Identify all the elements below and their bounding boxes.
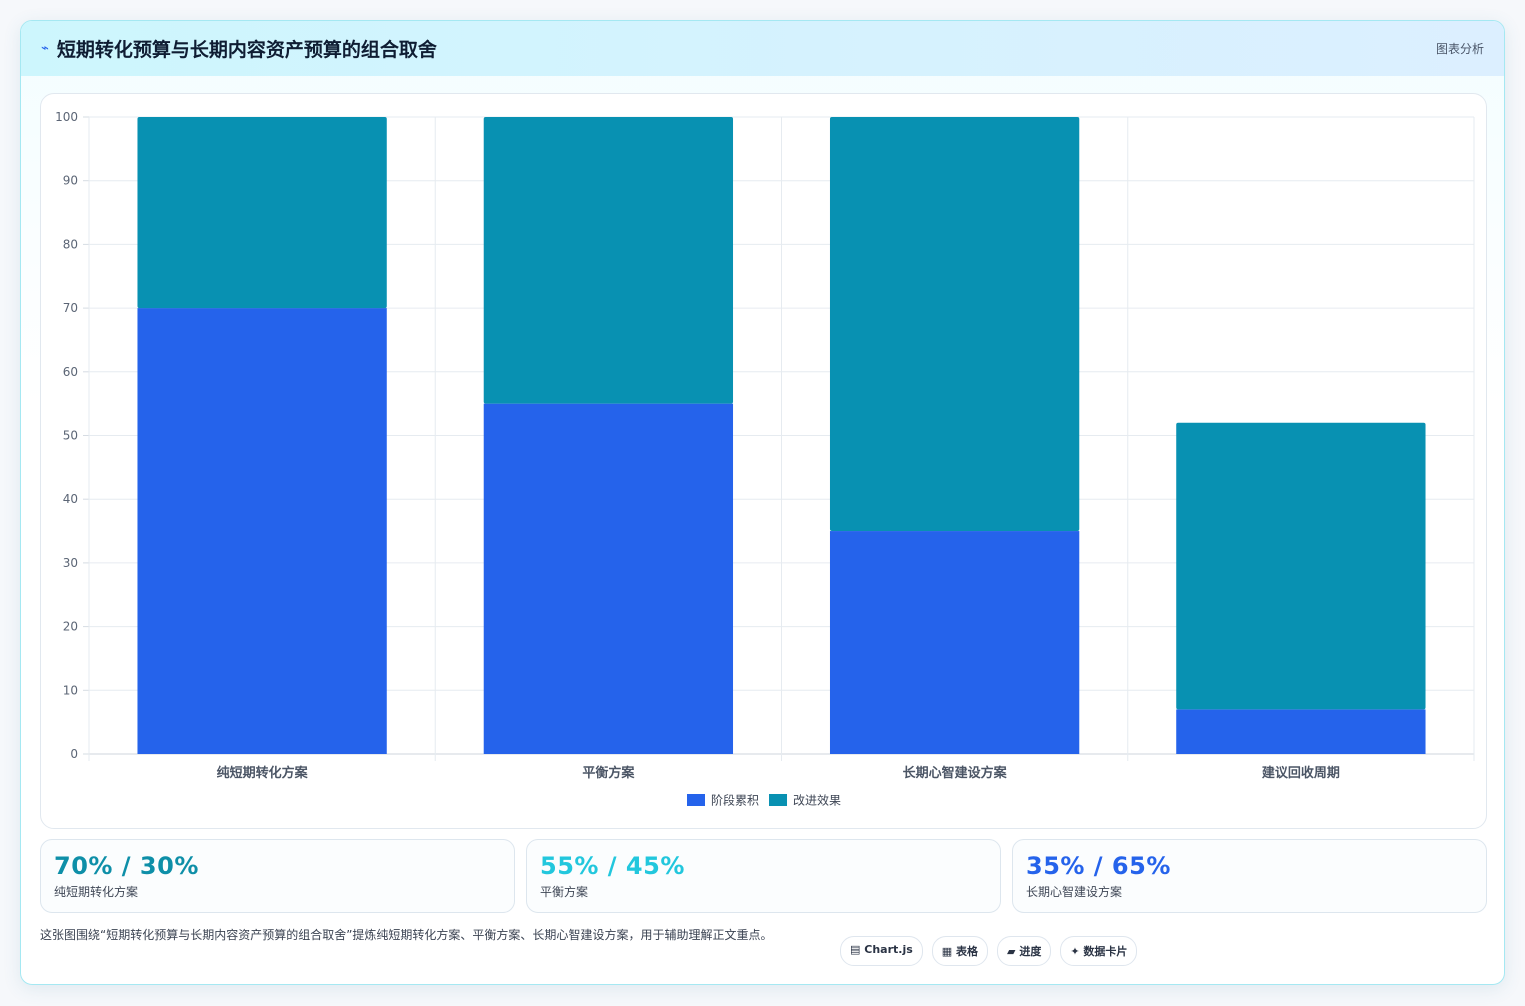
card-title: 短期转化预算与长期内容资产预算的组合取舍 [56,39,437,61]
bar-segment [137,117,387,309]
stat-label: 长期心智建设方案 [1026,885,1123,899]
bar-segment [483,117,734,404]
tag-label: 数据卡片 [1083,945,1128,958]
stat-value: 55% / 45% [540,852,685,880]
tag-label: 表格 [956,945,979,958]
bar-segment [137,308,387,754]
chart-analysis-badge: 图表分析 [1435,42,1484,56]
bar-segment [483,403,734,754]
stat-value: 70% / 30% [54,852,199,880]
x-tick-label: 平衡方案 [582,765,635,781]
stat-cards: 70% / 30% 纯短期转化方案 55% / 45% 平衡方案 35% / 6… [40,839,1487,913]
stat-label: 平衡方案 [540,885,589,899]
y-tick-label: 100 [55,110,78,124]
x-tick-label: 长期心智建设方案 [903,765,1008,781]
bar-segment [829,531,1080,754]
y-tick-label: 50 [63,429,78,443]
y-tick-label: 90 [63,174,78,188]
chart-area: 0 10 20 30 40 50 60 70 80 90 100 纯短期转化方案 平衡方案 长期心智建设方… [40,93,1487,829]
card-header: ⌁ 短期转化预算与长期内容资产预算的组合取舍 图表分析 [21,21,1504,76]
y-tick-label: 40 [63,492,78,506]
bar-segment [829,117,1080,532]
table-icon: ▦ [941,945,953,958]
y-tick-label: 80 [63,237,78,251]
legend-swatch [687,794,705,806]
tag-progress[interactable]: ▰ 进度 [997,936,1052,966]
tag-label: Chart.js [864,943,913,956]
legend-label: 改进效果 [793,793,841,808]
chart-card: ⌁ 短期转化预算与长期内容资产预算的组合取舍 图表分析 0 10 20 30 40 50 6… [20,20,1505,985]
progress-icon: ▰ [1007,945,1016,958]
chart-title-icon: ⌁ [41,41,49,56]
tag-chartjs[interactable]: ▤ Chart.js [840,936,923,966]
legend-swatch [769,794,788,806]
tag-table[interactable]: ▦ 表格 [931,936,989,966]
stat-value: 35% / 65% [1026,852,1171,880]
stat-card-long-term: 35% / 65% 长期心智建设方案 [1012,839,1487,913]
y-tick-label: 60 [63,365,78,379]
bar-segment [1176,422,1426,710]
bar-segment [1176,709,1426,754]
stat-card-balanced: 55% / 45% 平衡方案 [526,839,1001,913]
card-footer: 这张图围绕“短期转化预算与长期内容资产预算的组合取舍”提炼纯短期转化方案、平衡方… [40,926,1487,970]
chart-icon: ▤ [850,943,861,956]
tag-label: 进度 [1019,945,1042,958]
chart-description: 这张图围绕“短期转化预算与长期内容资产预算的组合取舍”提炼纯短期转化方案、平衡方… [40,928,773,942]
tag-data-card[interactable]: ✦ 数据卡片 [1060,936,1138,966]
legend-label: 阶段累积 [711,793,759,808]
y-tick-label: 30 [63,556,78,570]
y-tick-label: 0 [70,747,78,761]
sparkle-icon: ✦ [1070,945,1080,958]
y-tick-label: 10 [63,683,78,697]
stat-label: 纯短期转化方案 [54,885,139,899]
y-tick-label: 20 [63,620,78,634]
tag-list: ▤ Chart.js ▦ 表格 ▰ 进度 ✦ 数据卡片 [840,936,1138,966]
stat-card-short-term: 70% / 30% 纯短期转化方案 [40,839,515,913]
stacked-bar-chart: 0 10 20 30 40 50 60 70 80 90 100 纯短期转化方案 平衡方案 长期心智建设方… [55,110,1475,808]
x-tick-label: 建议回收周期 [1262,765,1340,781]
x-tick-label: 纯短期转化方案 [217,765,309,781]
y-tick-label: 70 [63,301,78,315]
